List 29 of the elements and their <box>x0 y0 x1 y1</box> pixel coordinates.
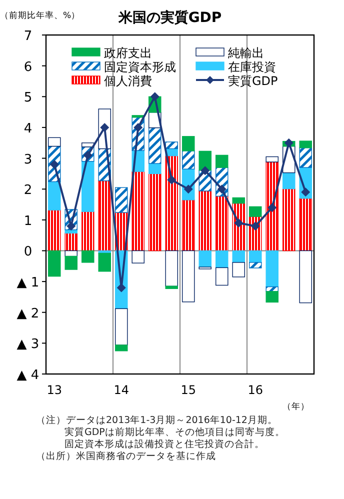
text: （注）データは2013年1-3月期～2016年10-12月期。 <box>36 415 278 427</box>
y-tick-label: 7 <box>24 29 32 44</box>
y-tick-label: 1 <box>24 214 32 229</box>
y-axis-title: （前期比年率、%） <box>0 10 80 21</box>
text: 実質GDPは前期比年率、その他項目は同寄与度。 <box>64 427 285 439</box>
legend-label: 個人消費 <box>104 74 152 88</box>
y-tick-label: ▲ 1 <box>16 276 40 291</box>
x-tick-label: 13 <box>46 383 62 397</box>
text: （出所）米国商務省のデータを基に作成 <box>36 451 217 463</box>
y-tick-label: 3 <box>24 152 32 168</box>
y-tick-label: ▲ 4 <box>16 368 40 383</box>
x-tick-label: 15 <box>180 383 196 397</box>
y-tick-label: 2 <box>24 183 32 198</box>
legend-label: 実質GDP <box>228 74 278 88</box>
legend-label: 純輸出 <box>228 46 264 60</box>
y-tick-label: 6 <box>24 60 32 75</box>
legend-label: 在庫投資 <box>228 60 276 74</box>
legend-label: 政府支出 <box>104 46 152 60</box>
y-tick-label: ▲ 3 <box>16 337 40 352</box>
legend-label: 固定資本形成 <box>104 60 176 74</box>
y-tick-label: 5 <box>24 90 32 106</box>
y-tick-label: ▲ 2 <box>16 306 40 322</box>
y-tick-label: 4 <box>24 121 32 136</box>
x-tick-label: 14 <box>114 383 130 397</box>
y-tick-label: 0 <box>24 244 32 260</box>
x-tick-label: 16 <box>248 383 264 397</box>
chart-title: 米国の実質GDP <box>117 9 222 26</box>
text: 固定資本形成は設備投資と住宅投資の合計。 <box>64 439 266 451</box>
x-axis-title: （年） <box>282 401 310 412</box>
